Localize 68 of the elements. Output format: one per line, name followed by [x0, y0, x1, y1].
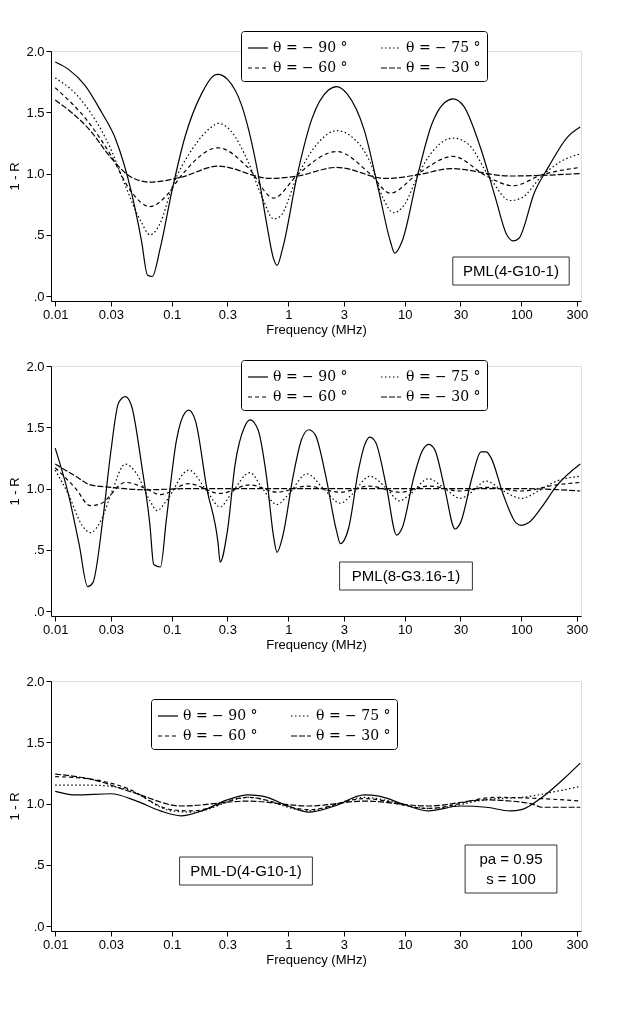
y-axis-title: 1 - R — [7, 162, 23, 191]
y-tick-label: .5 — [33, 542, 45, 558]
x-tick-label: 0.3 — [218, 936, 237, 952]
x-axis-title: Frequency (MHz) — [266, 636, 367, 652]
x-tick-label: 100 — [511, 306, 533, 322]
legend-label: θ = − 75 ° — [406, 368, 481, 384]
x-tick-label: 0.3 — [218, 621, 237, 637]
x-tick-label: 0.01 — [43, 621, 69, 637]
y-tick-label: .0 — [33, 288, 45, 304]
y-tick-label: 1.0 — [26, 796, 45, 812]
annotation: PML(8-G3.16-1) — [351, 567, 461, 584]
legend-label: θ = − 60 ° — [273, 59, 348, 75]
x-tick-label: 0.01 — [43, 306, 69, 322]
y-tick-label: 1.5 — [26, 104, 45, 120]
x-tick-label: 100 — [511, 936, 533, 952]
x-tick-label: 10 — [398, 936, 413, 952]
x-tick-label: 100 — [511, 621, 533, 637]
y-tick-label: .5 — [33, 227, 45, 243]
x-tick-label: 1 — [285, 621, 293, 637]
x-tick-label: 30 — [453, 936, 469, 952]
legend-label: θ = − 75 ° — [316, 707, 391, 723]
x-tick-label: 1 — [285, 936, 293, 952]
y-tick-label: 2.0 — [26, 673, 45, 689]
x-tick-label: 3 — [340, 306, 348, 322]
x-tick-label: 0.03 — [98, 936, 124, 952]
x-tick-label: 300 — [566, 621, 589, 637]
y-tick-label: 1.5 — [26, 734, 45, 750]
y-tick-label: .0 — [33, 918, 45, 934]
y-axis-title: 1 - R — [7, 792, 23, 821]
y-tick-label: .0 — [33, 603, 45, 619]
y-tick-label: 1.0 — [26, 481, 45, 497]
annotation: s = 100 — [486, 870, 536, 887]
x-tick-label: 0.01 — [43, 936, 69, 952]
y-axis-title: 1 - R — [7, 477, 23, 506]
legend-label: θ = − 30 ° — [316, 727, 391, 743]
legend-label: θ = − 30 ° — [406, 59, 481, 75]
x-tick-label: 0.3 — [218, 306, 237, 322]
x-tick-label: 30 — [453, 621, 469, 637]
x-tick-label: 1 — [285, 306, 293, 322]
legend-label: θ = − 30 ° — [406, 388, 481, 404]
y-tick-label: .5 — [33, 857, 45, 873]
x-tick-label: 3 — [340, 936, 348, 952]
legend-label: θ = − 60 ° — [273, 388, 348, 404]
y-tick-label: 1.0 — [26, 166, 45, 182]
x-tick-label: 3 — [340, 621, 348, 637]
x-tick-label: 10 — [398, 306, 413, 322]
y-tick-label: 2.0 — [26, 43, 45, 59]
annotation: PML(4-G10-1) — [463, 262, 559, 279]
annotation: pa = 0.95 — [479, 850, 543, 867]
legend-label: θ = − 90 ° — [183, 707, 258, 723]
x-axis-title: Frequency (MHz) — [266, 321, 367, 337]
annotation: PML-D(4-G10-1) — [190, 862, 302, 879]
x-tick-label: 0.1 — [163, 936, 182, 952]
legend-label: θ = − 90 ° — [273, 368, 348, 384]
x-tick-label: 30 — [453, 306, 469, 322]
legend-label: θ = − 90 ° — [273, 39, 348, 55]
x-tick-label: 0.1 — [163, 621, 182, 637]
x-tick-label: 300 — [566, 306, 589, 322]
x-axis-title: Frequency (MHz) — [266, 951, 367, 967]
y-tick-label: 1.5 — [26, 419, 45, 435]
x-tick-label: 0.03 — [98, 306, 124, 322]
x-tick-label: 300 — [566, 936, 589, 952]
x-tick-label: 0.03 — [98, 621, 124, 637]
y-tick-label: 2.0 — [26, 358, 45, 374]
legend-label: θ = − 60 ° — [183, 727, 258, 743]
legend-label: θ = − 75 ° — [406, 39, 481, 55]
x-tick-label: 0.1 — [163, 306, 182, 322]
x-tick-label: 10 — [398, 621, 413, 637]
